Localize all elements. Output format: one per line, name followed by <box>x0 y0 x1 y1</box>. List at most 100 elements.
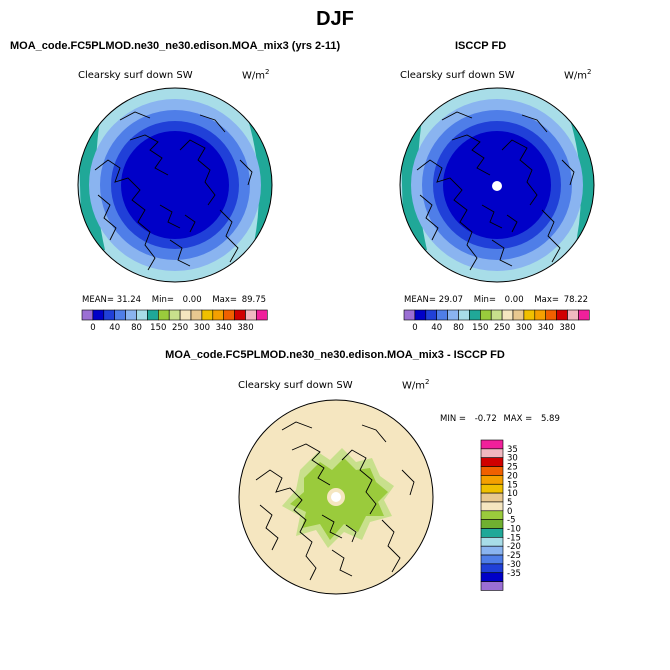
obs-units-exp: 2 <box>587 68 592 76</box>
obs-colorbar-tick-label: 150 <box>472 323 488 333</box>
diff-units-exp: 2 <box>425 378 430 386</box>
model-colorbar-tick-label: 250 <box>172 323 188 333</box>
model-mean-label: MEAN= <box>82 295 114 305</box>
diff-units-label: W/m2 <box>402 378 429 391</box>
obs-colorbar: 0 40 80 150 250 300 340 380 <box>403 309 590 333</box>
obs-map <box>399 87 595 283</box>
model-colorbar-box <box>92 309 105 321</box>
model-colorbar-box <box>114 309 126 321</box>
obs-colorbar-tick-label: 340 <box>538 323 554 333</box>
obs-colorbar-box <box>425 309 437 321</box>
obs-colorbar-box <box>479 309 492 321</box>
obs-colorbar-tick-label: 40 <box>431 323 442 333</box>
diff-colorbar-box <box>480 545 504 556</box>
diff-units: W/m <box>402 380 425 392</box>
model-colorbar-box <box>125 309 137 321</box>
obs-colorbar-box <box>403 309 416 321</box>
diff-panel-title: MOA_code.FC5PLMOD.ne30_ne30.edison.MOA_m… <box>165 349 505 361</box>
season-title: DJF <box>316 8 354 30</box>
diff-colorbar-box <box>480 519 504 529</box>
obs-colorbar-box <box>436 309 448 321</box>
model-colorbar-box <box>212 309 225 321</box>
obs-max-label: Max= <box>534 295 560 305</box>
model-min-label: Min= <box>151 295 174 305</box>
obs-colorbar-box <box>556 309 568 321</box>
diff-colorbar-box <box>480 457 504 467</box>
diff-stats: MIN = -0.72 MAX = 5.89 <box>440 414 560 424</box>
diff-variable-label: Clearsky surf down SW <box>238 380 353 391</box>
model-colorbar-tick-label: 40 <box>109 323 120 333</box>
obs-mean-label: MEAN= <box>404 295 436 305</box>
diff-colorbar-tick-label: -30 <box>507 560 521 570</box>
model-units-exp: 2 <box>265 68 270 76</box>
model-colorbar-tick-label: 80 <box>131 323 142 333</box>
obs-variable-label: Clearsky surf down SW <box>400 70 515 81</box>
model-colorbar-box <box>223 309 235 321</box>
diff-colorbar-box <box>480 483 504 494</box>
model-colorbar-box <box>158 309 170 321</box>
diff-min-label: MIN = <box>440 414 467 424</box>
model-colorbar-box <box>190 309 203 321</box>
obs-min-label: Min= <box>473 295 496 305</box>
diff-colorbar-box <box>480 448 504 459</box>
obs-colorbar-box <box>523 309 536 321</box>
diff-colorbar-box <box>480 492 504 503</box>
obs-units: W/m <box>564 70 587 82</box>
model-colorbar: 0 40 80 150 250 300 340 380 <box>81 309 268 333</box>
obs-colorbar-tick-label: 80 <box>453 323 464 333</box>
diff-colorbar-box <box>480 563 504 574</box>
obs-max-value: 78.22 <box>563 295 589 305</box>
obs-colorbar-box <box>512 309 525 321</box>
diff-map-border <box>238 399 434 595</box>
diff-colorbar-tick-label: 10 <box>507 489 518 499</box>
model-colorbar-tick-label: 0 <box>90 323 95 333</box>
obs-colorbar-box <box>567 309 579 321</box>
obs-colorbar-box <box>501 309 514 321</box>
diff-colorbar-box <box>480 581 504 591</box>
model-colorbar-box <box>136 309 148 321</box>
diff-colorbar-box <box>480 572 504 582</box>
diff-colorbar-tick-label: -35 <box>507 569 521 579</box>
diff-colorbar-tick-label: 0 <box>507 507 512 517</box>
model-colorbar-box <box>256 309 268 321</box>
model-colorbar-box <box>201 309 214 321</box>
diff-colorbar-box <box>480 528 504 538</box>
obs-map-border <box>399 87 595 283</box>
diff-colorbar-box <box>480 501 504 512</box>
model-colorbar-box <box>81 309 94 321</box>
model-max-value: 89.75 <box>241 295 267 305</box>
model-units: W/m <box>242 70 265 82</box>
diff-max-label: MAX = <box>503 414 533 424</box>
diff-pole-hole <box>331 492 341 502</box>
model-colorbar-box <box>245 309 257 321</box>
model-map <box>77 87 273 283</box>
diff-colorbar-tick-label: 20 <box>507 471 518 481</box>
model-max-label: Max= <box>212 295 238 305</box>
diff-colorbar-box <box>480 475 504 485</box>
diff-colorbar-box <box>480 537 504 547</box>
model-min-value: 0.00 <box>182 295 202 305</box>
obs-coastlines <box>416 111 575 271</box>
diff-colorbar-box <box>480 554 504 565</box>
obs-stats: MEAN= 29.07 Min= 0.00 Max= 78.22 <box>404 295 588 305</box>
obs-colorbar-box <box>469 309 481 321</box>
model-colorbar-box <box>147 309 159 321</box>
diff-colorbar-tick-label: -15 <box>507 533 521 543</box>
diff-colorbar-tick-label: 5 <box>507 498 512 508</box>
obs-colorbar-box <box>545 309 557 321</box>
diff-map <box>238 399 434 595</box>
model-units-label: W/m2 <box>242 68 269 81</box>
obs-panel-title: ISCCP FD <box>455 40 507 52</box>
obs-units-label: W/m2 <box>564 68 591 81</box>
diff-colorbar-tick-label: 30 <box>507 454 518 464</box>
model-coastlines <box>94 111 253 271</box>
obs-mean-value: 29.07 <box>438 295 464 305</box>
model-colorbar-tick-label: 380 <box>237 323 253 333</box>
diff-colorbar-tick-label: -25 <box>507 551 521 561</box>
obs-colorbar-box <box>578 309 590 321</box>
diff-colorbar-tick-label: 25 <box>507 463 518 473</box>
obs-colorbar-tick-label: 250 <box>494 323 510 333</box>
obs-colorbar-box <box>414 309 427 321</box>
diff-colorbar-box <box>480 439 504 450</box>
